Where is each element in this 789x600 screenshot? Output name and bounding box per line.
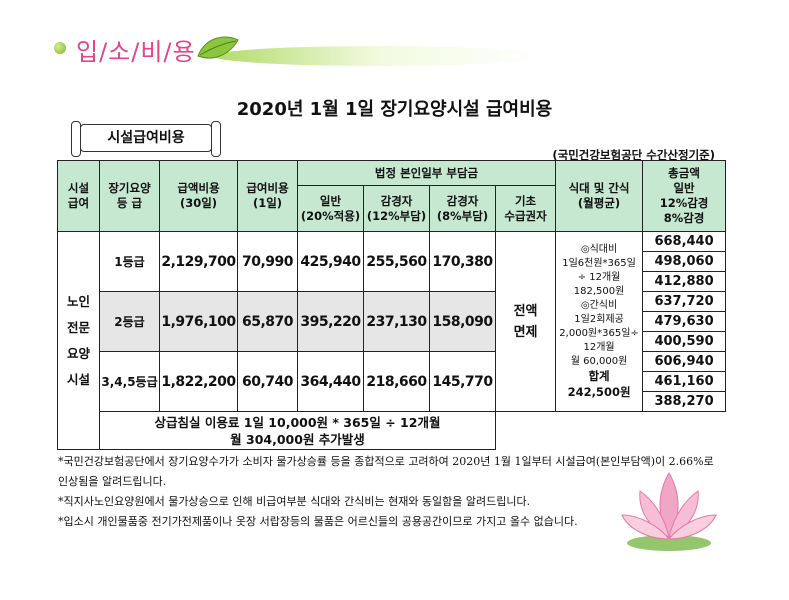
note-item: *입소시 개인물품중 전기가전제품이나 옷장 서랍장등의 물품은 어르신들의 공… xyxy=(58,515,578,528)
header-meals: 식대 및 간식 (월평균) xyxy=(555,160,644,232)
header-total: 총금액 일반 12%감경 8%감경 xyxy=(642,160,727,232)
cost30-cell: 1,976,100 xyxy=(159,291,238,352)
daily-cell: 60,740 xyxy=(237,351,298,412)
daily-cell: 65,870 xyxy=(237,291,298,352)
facility-type: 노인 전문 요양 시설 xyxy=(57,231,100,450)
total-reduced-8: 412,880 xyxy=(642,271,727,292)
cost30-cell: 1,822,200 xyxy=(159,351,238,412)
decorative-swoosh xyxy=(213,46,543,66)
header-cost-30: 급액비용 (30일) xyxy=(159,160,238,232)
notes-section: *국민건강보험공단에서 장기요양수가가 소비자 물가상승률 등을 종합적으로 고… xyxy=(58,452,726,532)
section-title: 입/소/비/용 xyxy=(76,38,196,66)
total-general: 637,720 xyxy=(642,291,727,312)
reduced12-cell: 218,660 xyxy=(363,351,430,412)
header-legal-copay: 법정 본인일부 부담금 xyxy=(296,160,557,186)
header-basic-recipient: 기초 수급권자 xyxy=(494,185,557,232)
reduced8-cell: 158,090 xyxy=(429,291,496,352)
basis-note: (국민건강보험공단 수간산정기준) xyxy=(552,148,715,162)
general-cell: 364,440 xyxy=(297,351,364,412)
leaf-icon xyxy=(197,36,239,59)
general-cell: 425,940 xyxy=(297,231,364,292)
total-reduced-8: 388,270 xyxy=(642,391,727,412)
subtitle-label: 시설급여비용 xyxy=(71,121,221,157)
reduced8-cell: 145,770 xyxy=(429,351,496,412)
bullet-icon xyxy=(54,42,66,54)
header-daily: 급여비용 (1일) xyxy=(237,160,298,232)
section-header: 입/소/비/용 xyxy=(48,28,543,68)
fee-table: 시설 급여 장기요양 등 급 급액비용 (30일) 급여비용 (1일) 법정 본인일부 … xyxy=(57,160,727,450)
reduced12-cell: 237,130 xyxy=(363,291,430,352)
note-item: *직지사노인요양원에서 물가상승으로 인해 비급여부분 식대와 간식비는 현재와… xyxy=(58,495,531,508)
note-item: *국민건강보험공단에서 장기요양수가가 소비자 물가상승률 등을 종합적으로 고… xyxy=(58,455,714,488)
total-general: 668,440 xyxy=(642,231,727,252)
reduced12-cell: 255,560 xyxy=(363,231,430,292)
total-reduced-12: 461,160 xyxy=(642,371,727,392)
header-reduced-12: 감경자 (12%부담) xyxy=(363,185,430,232)
cost30-cell: 2,129,700 xyxy=(159,231,238,292)
header-grade: 장기요양 등 급 xyxy=(99,160,160,232)
basic-recipient-exempt: 전액 면제 xyxy=(494,231,557,412)
total-reduced-12: 479,630 xyxy=(642,311,727,332)
page-title: 2020년 1월 1일 장기요양시설 급여비용 xyxy=(236,99,553,120)
total-reduced-8: 400,590 xyxy=(642,331,727,352)
meals-breakdown: ◎식대비 1일6천원*365일 ÷ 12개월 182,500원 ◎간식비 1일2회제공 2,… xyxy=(555,231,644,412)
header-reduced-8: 감경자 (8%부담) xyxy=(429,185,496,232)
header-facility: 시설 급여 xyxy=(57,160,100,232)
total-reduced-12: 498,060 xyxy=(642,251,727,272)
premium-room-note: 상급침실 이용료 1일 10,000원 * 365일 ÷ 12개월 월 304,0… xyxy=(99,411,496,450)
grade-cell: 1등급 xyxy=(99,231,160,292)
reduced8-cell: 170,380 xyxy=(429,231,496,292)
general-cell: 395,220 xyxy=(297,291,364,352)
grade-cell: 2등급 xyxy=(99,291,160,352)
lotus-flower-icon xyxy=(621,472,717,551)
daily-cell: 70,990 xyxy=(237,231,298,292)
grade-cell: 3,4,5등급 xyxy=(99,351,160,412)
total-general: 606,940 xyxy=(642,351,727,372)
header-general: 일반 (20%적용) xyxy=(297,185,364,232)
